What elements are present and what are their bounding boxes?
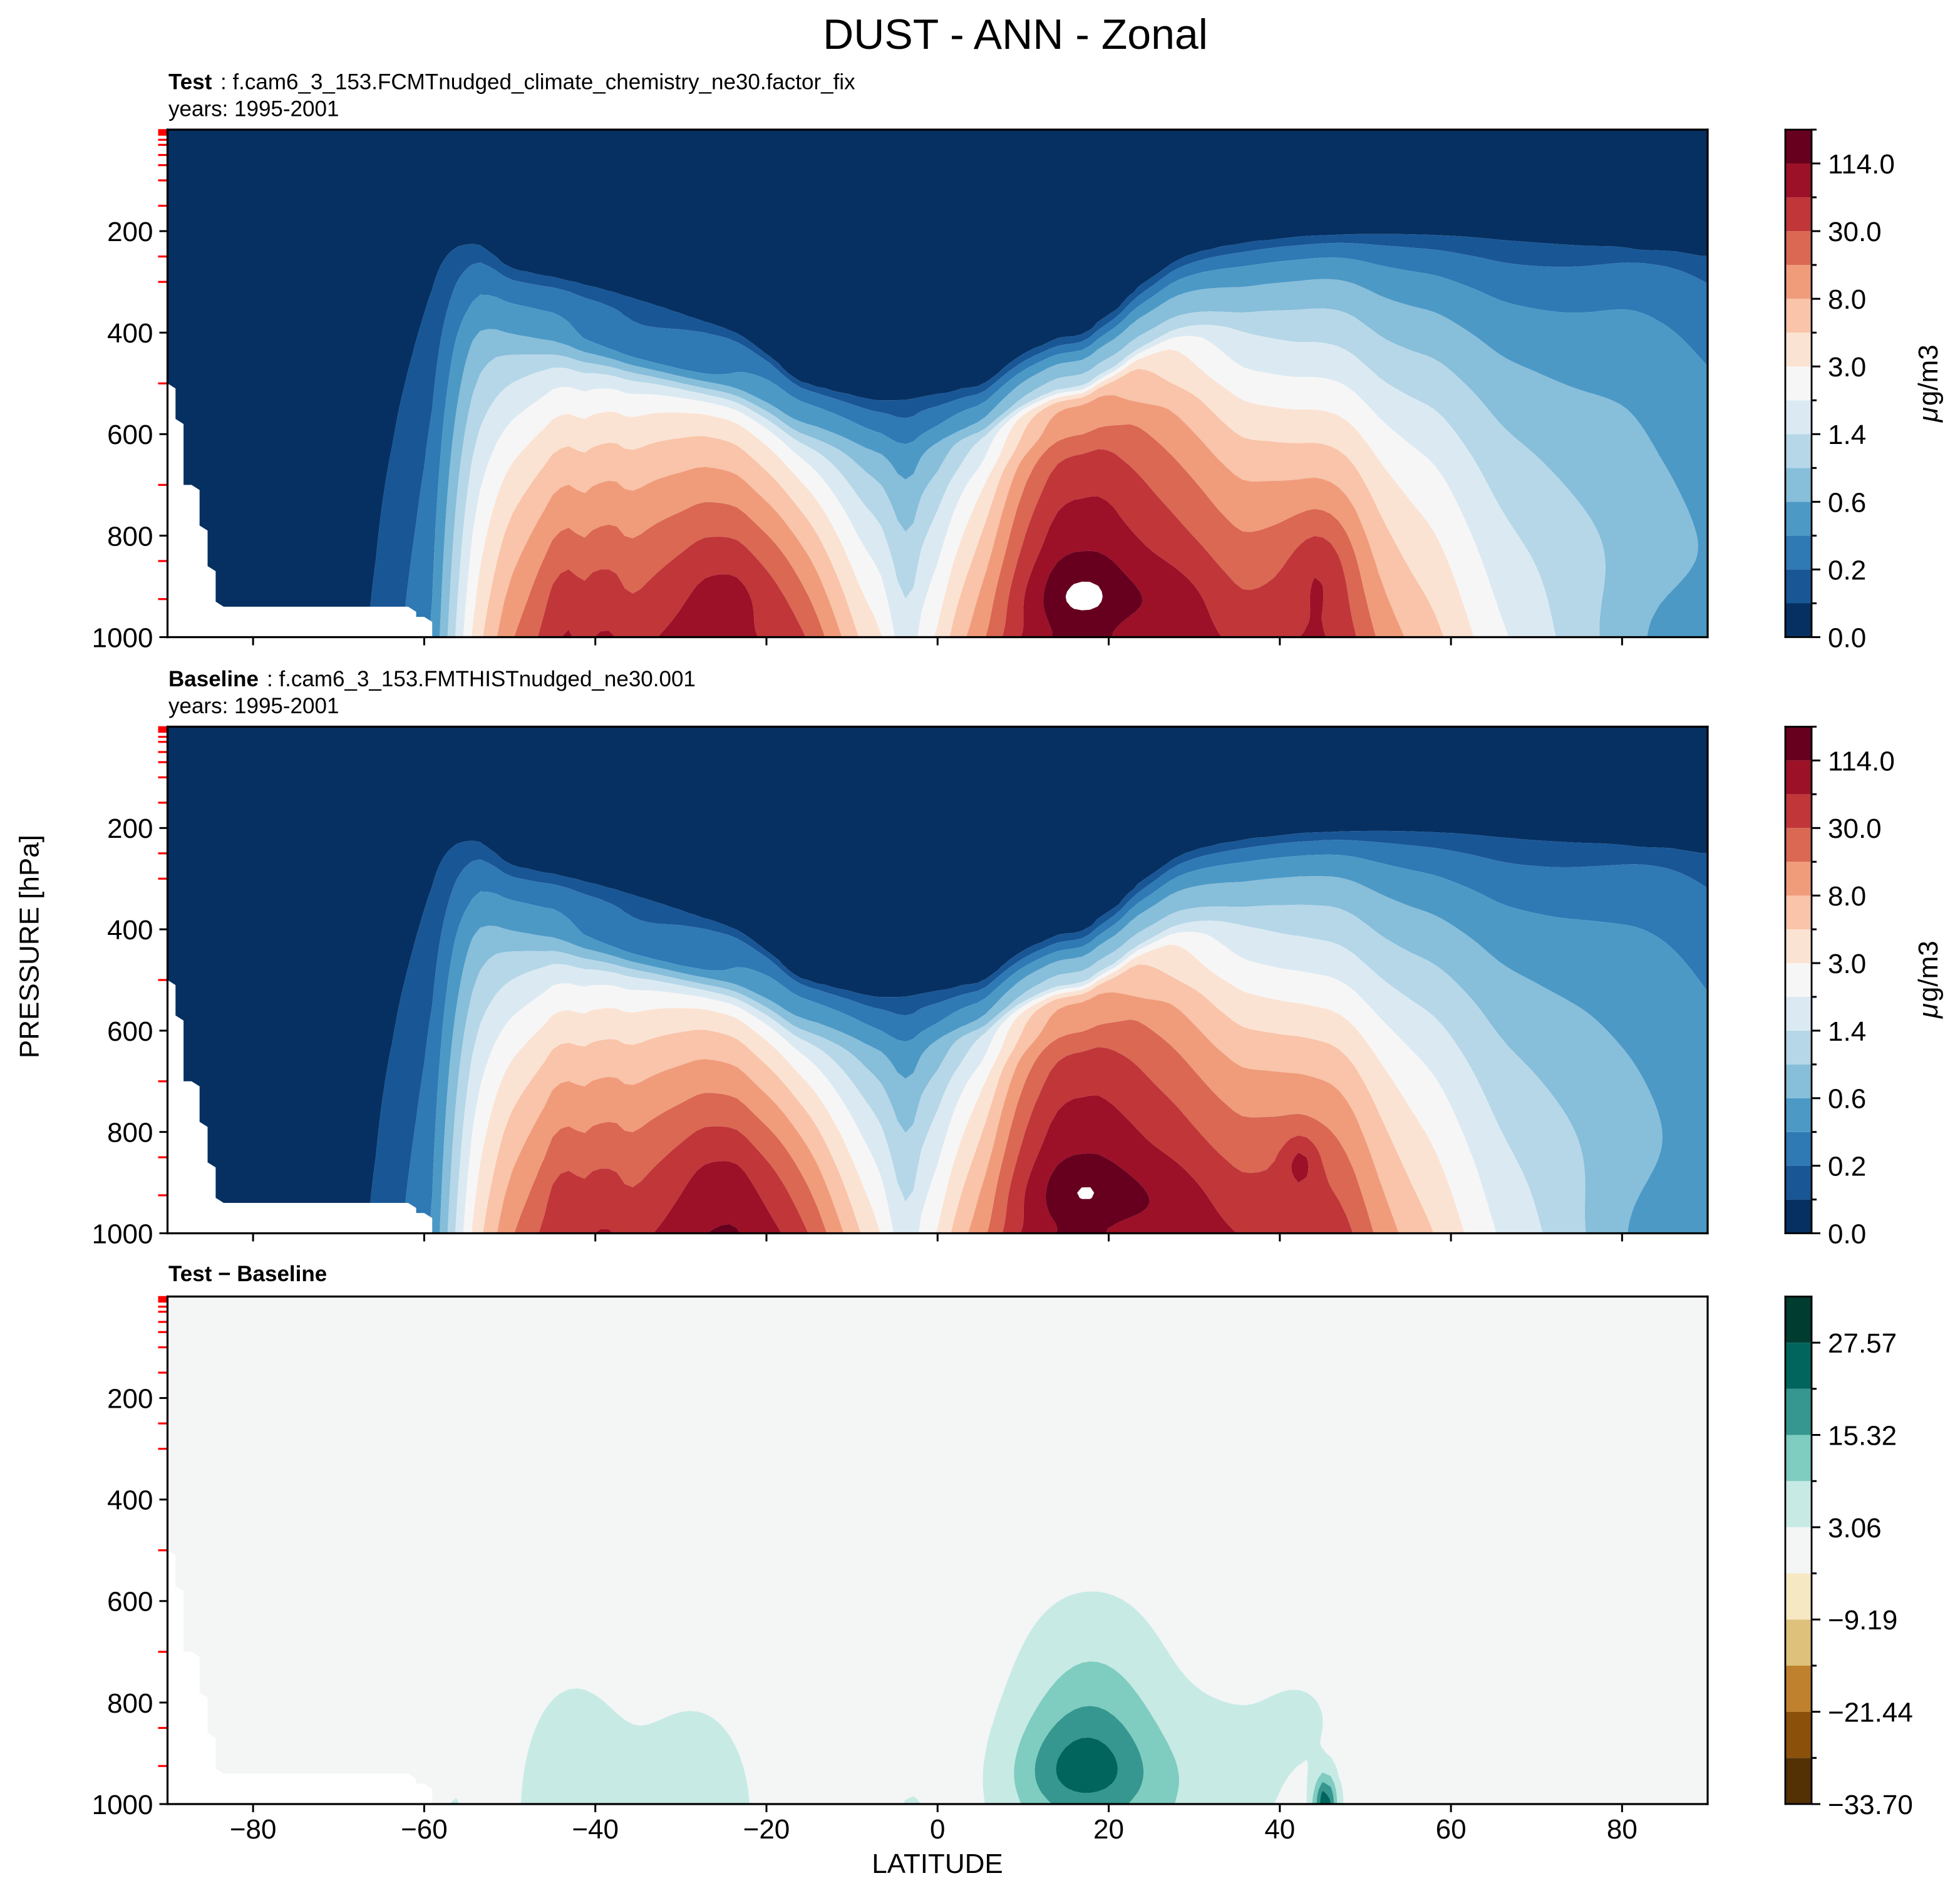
svg-text:Baseline: Baseline (168, 667, 259, 691)
svg-text:PRESSURE [hPa]: PRESSURE [hPa] (14, 835, 44, 1058)
svg-text:0.6: 0.6 (1828, 1084, 1866, 1115)
svg-text:30.0: 30.0 (1828, 217, 1882, 247)
svg-text:Test − Baseline: Test − Baseline (168, 1262, 327, 1286)
svg-text:600: 600 (107, 1587, 153, 1617)
svg-text:800: 800 (107, 521, 153, 552)
svg-text:800: 800 (107, 1688, 153, 1719)
svg-text:−33.70: −33.70 (1828, 1790, 1913, 1820)
svg-text:400: 400 (107, 318, 153, 349)
svg-text:0.2: 0.2 (1828, 1152, 1866, 1182)
svg-text:600: 600 (107, 420, 153, 450)
svg-text:15.32: 15.32 (1828, 1420, 1897, 1451)
svg-text:200: 200 (107, 217, 153, 247)
svg-text:200: 200 (107, 813, 153, 844)
svg-text:0.6: 0.6 (1828, 487, 1866, 518)
svg-text:−9.19: −9.19 (1828, 1605, 1897, 1636)
svg-text:3.0: 3.0 (1828, 949, 1866, 979)
svg-text:40: 40 (1264, 1814, 1295, 1845)
svg-text:1000: 1000 (92, 1790, 153, 1820)
svg-text:0.0: 0.0 (1828, 1219, 1866, 1249)
svg-text:g/m3: g/m3 (1913, 344, 1944, 406)
svg-text:1.4: 1.4 (1828, 1016, 1866, 1047)
svg-text:μ: μ (1913, 1003, 1944, 1019)
svg-text:80: 80 (1607, 1814, 1638, 1845)
svg-text:g/m3: g/m3 (1913, 941, 1944, 1002)
svg-text:0: 0 (930, 1814, 945, 1845)
svg-text:114.0: 114.0 (1828, 149, 1895, 180)
svg-text:600: 600 (107, 1016, 153, 1047)
svg-text:114.0: 114.0 (1828, 746, 1895, 776)
svg-text:8.0: 8.0 (1828, 284, 1866, 315)
svg-text:400: 400 (107, 1485, 153, 1516)
svg-text:20: 20 (1093, 1814, 1124, 1845)
svg-text:200: 200 (107, 1384, 153, 1415)
svg-text:800: 800 (107, 1118, 153, 1148)
svg-text:1.4: 1.4 (1828, 420, 1866, 450)
svg-text:μ: μ (1913, 407, 1944, 423)
svg-text:−60: −60 (401, 1814, 448, 1845)
svg-text:3.06: 3.06 (1828, 1513, 1882, 1544)
svg-text:LATITUDE: LATITUDE (872, 1849, 1003, 1879)
svg-text:years: 1995-2001: years: 1995-2001 (168, 694, 339, 718)
svg-text:−80: −80 (230, 1814, 277, 1845)
svg-text:years: 1995-2001: years: 1995-2001 (168, 97, 339, 121)
svg-text:27.57: 27.57 (1828, 1328, 1897, 1359)
svg-text:DUST - ANN - Zonal: DUST - ANN - Zonal (823, 11, 1208, 58)
svg-text:0.2: 0.2 (1828, 555, 1866, 585)
svg-text:−20: −20 (743, 1814, 790, 1845)
svg-text:1000: 1000 (92, 1219, 153, 1249)
svg-text:Test: Test (168, 70, 212, 95)
svg-text:−40: −40 (572, 1814, 619, 1845)
svg-text:400: 400 (107, 915, 153, 946)
svg-text:30.0: 30.0 (1828, 813, 1882, 844)
svg-text:: f.cam6_3_153.FMTHISTnudged_n: : f.cam6_3_153.FMTHISTnudged_ne30.001 (267, 667, 696, 691)
svg-text:8.0: 8.0 (1828, 881, 1866, 912)
svg-text:−21.44: −21.44 (1828, 1698, 1913, 1728)
svg-text:0.0: 0.0 (1828, 622, 1866, 653)
svg-text:: f.cam6_3_153.FCMTnudged_clim: : f.cam6_3_153.FCMTnudged_climate_chemis… (220, 70, 855, 95)
svg-text:1000: 1000 (92, 622, 153, 653)
svg-text:3.0: 3.0 (1828, 352, 1866, 383)
svg-text:60: 60 (1436, 1814, 1467, 1845)
